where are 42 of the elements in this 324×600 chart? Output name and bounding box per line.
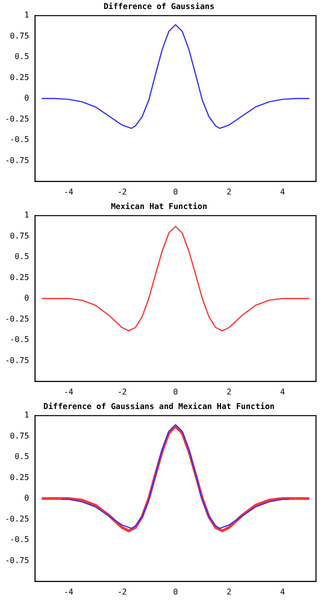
y-tick-label: 0.25 bbox=[10, 272, 30, 282]
x-tick-label: 4 bbox=[280, 587, 286, 596]
y-tick-label: -0.75 bbox=[4, 156, 30, 165]
y-tick-label: 0 bbox=[24, 494, 30, 503]
y-tick-label: 0.25 bbox=[10, 472, 30, 482]
y-tick-label: 0.5 bbox=[14, 252, 30, 262]
y-tick-label: 0.75 bbox=[10, 231, 30, 240]
x-tick-label: -2 bbox=[117, 187, 128, 196]
x-tick-label: 0 bbox=[173, 387, 178, 396]
y-tick-label: -0.25 bbox=[4, 114, 30, 124]
x-tick-label: 2 bbox=[226, 587, 232, 596]
y-tick-label: -0.5 bbox=[10, 335, 30, 344]
y-tick-label: 1 bbox=[24, 410, 30, 420]
x-tick-label: 4 bbox=[280, 387, 286, 396]
x-tick-label: -4 bbox=[64, 187, 74, 196]
chart-title: Difference of Gaussians bbox=[104, 2, 215, 11]
y-tick-label: 0.5 bbox=[14, 452, 30, 462]
x-tick-label: 0 bbox=[173, 587, 178, 596]
chart-title: Difference of Gaussians and Mexican Hat Function bbox=[43, 402, 275, 411]
x-tick-label: 2 bbox=[226, 187, 232, 196]
chart-title: Mexican Hat Function bbox=[110, 202, 208, 211]
y-tick-label: -0.75 bbox=[4, 556, 30, 565]
x-tick-label: -2 bbox=[117, 387, 128, 396]
y-tick-label: -0.25 bbox=[4, 314, 30, 324]
y-tick-label: -0.5 bbox=[10, 135, 30, 144]
x-tick-label: -2 bbox=[117, 587, 128, 596]
y-tick-label: -0.5 bbox=[10, 535, 30, 544]
x-tick-label: 2 bbox=[226, 387, 232, 396]
y-tick-label: 0 bbox=[24, 294, 30, 303]
x-tick-label: -4 bbox=[64, 387, 74, 396]
y-tick-label: -0.25 bbox=[4, 514, 30, 524]
y-tick-label: -0.75 bbox=[4, 356, 30, 365]
y-tick-label: 0.75 bbox=[10, 431, 30, 440]
x-tick-label: -4 bbox=[64, 587, 74, 596]
y-tick-label: 1 bbox=[24, 210, 30, 220]
y-tick-label: 0.75 bbox=[10, 31, 30, 40]
y-tick-label: 0.25 bbox=[10, 72, 30, 82]
x-tick-label: 4 bbox=[280, 187, 286, 196]
y-tick-label: 0.5 bbox=[14, 52, 30, 62]
y-tick-label: 0 bbox=[24, 94, 30, 103]
x-tick-label: 0 bbox=[173, 187, 178, 196]
y-tick-label: 1 bbox=[24, 10, 30, 20]
